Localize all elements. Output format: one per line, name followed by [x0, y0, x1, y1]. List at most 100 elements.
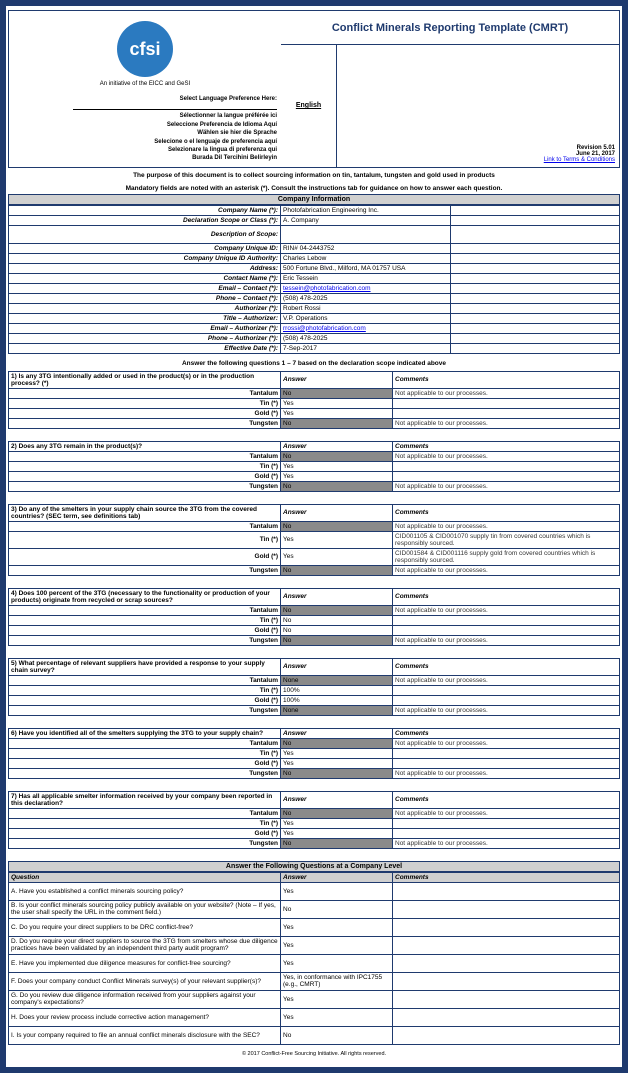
- comment-cell[interactable]: Not applicable to our processes.: [393, 768, 620, 778]
- answer-header: Answer: [281, 588, 393, 605]
- answer-cell[interactable]: Yes: [281, 758, 393, 768]
- info-value[interactable]: (508) 478-2025: [281, 333, 451, 343]
- cq-comment[interactable]: [393, 1026, 620, 1044]
- answer-cell[interactable]: Yes: [281, 471, 393, 481]
- answer-cell[interactable]: 100%: [281, 685, 393, 695]
- cq-comment[interactable]: [393, 990, 620, 1008]
- answer-cell[interactable]: No: [281, 615, 393, 625]
- info-value[interactable]: (508) 478-2025: [281, 293, 451, 303]
- answer-cell[interactable]: No: [281, 838, 393, 848]
- comment-cell[interactable]: [393, 828, 620, 838]
- info-label: Address:: [9, 263, 281, 273]
- cq-answer[interactable]: Yes: [281, 1008, 393, 1026]
- answer-cell[interactable]: 100%: [281, 695, 393, 705]
- answer-cell[interactable]: Yes: [281, 548, 393, 565]
- comment-cell[interactable]: Not applicable to our processes.: [393, 605, 620, 615]
- cq-comment[interactable]: [393, 900, 620, 918]
- cq-comment[interactable]: [393, 1008, 620, 1026]
- comment-cell[interactable]: Not applicable to our processes.: [393, 675, 620, 685]
- comment-cell[interactable]: [393, 408, 620, 418]
- comment-cell[interactable]: [393, 818, 620, 828]
- comment-cell[interactable]: Not applicable to our processes.: [393, 521, 620, 531]
- cq-answer[interactable]: No: [281, 1026, 393, 1044]
- comment-cell[interactable]: Not applicable to our processes.: [393, 738, 620, 748]
- answer-cell[interactable]: Yes: [281, 461, 393, 471]
- answer-cell[interactable]: Yes: [281, 408, 393, 418]
- cq-question: I. Is your company required to file an a…: [9, 1026, 281, 1044]
- comment-cell[interactable]: Not applicable to our processes.: [393, 635, 620, 645]
- comment-cell[interactable]: Not applicable to our processes.: [393, 838, 620, 848]
- comment-cell[interactable]: Not applicable to our processes.: [393, 418, 620, 428]
- info-value[interactable]: 500 Fortune Blvd., Milford, MA 01757 USA: [281, 263, 451, 273]
- answer-cell[interactable]: Yes: [281, 398, 393, 408]
- info-value[interactable]: V.P. Operations: [281, 313, 451, 323]
- comment-cell[interactable]: [393, 625, 620, 635]
- comment-cell[interactable]: [393, 461, 620, 471]
- comment-cell[interactable]: Not applicable to our processes.: [393, 808, 620, 818]
- comment-cell[interactable]: [393, 695, 620, 705]
- cq-comment[interactable]: [393, 972, 620, 990]
- cq-comment[interactable]: [393, 954, 620, 972]
- info-value[interactable]: tessein@photofabrication.com: [281, 283, 451, 293]
- comment-cell[interactable]: Not applicable to our processes.: [393, 705, 620, 715]
- answer-cell[interactable]: No: [281, 808, 393, 818]
- comment-cell[interactable]: [393, 615, 620, 625]
- cq-answer[interactable]: Yes: [281, 882, 393, 900]
- cq-comment[interactable]: [393, 918, 620, 936]
- info-value[interactable]: A. Company: [281, 215, 451, 225]
- answer-cell[interactable]: No: [281, 605, 393, 615]
- answer-cell[interactable]: No: [281, 451, 393, 461]
- comment-cell[interactable]: Not applicable to our processes.: [393, 451, 620, 461]
- metal-label: Tin (*): [9, 615, 281, 625]
- info-value[interactable]: RIN# 04-2443752: [281, 243, 451, 253]
- answer-cell[interactable]: No: [281, 521, 393, 531]
- metal-label: Tin (*): [9, 818, 281, 828]
- answer-cell[interactable]: No: [281, 418, 393, 428]
- info-value[interactable]: 7-Sep-2017: [281, 343, 451, 353]
- answer-cell[interactable]: No: [281, 635, 393, 645]
- answer-header: Answer: [281, 791, 393, 808]
- cq-answer[interactable]: Yes: [281, 954, 393, 972]
- cq-answer[interactable]: Yes: [281, 936, 393, 954]
- info-value[interactable]: Charles Lebow: [281, 253, 451, 263]
- answer-cell[interactable]: None: [281, 675, 393, 685]
- cq-answer[interactable]: Yes, in conformance with IPC1755 (e.g., …: [281, 972, 393, 990]
- cq-comment[interactable]: [393, 882, 620, 900]
- answer-cell[interactable]: Yes: [281, 748, 393, 758]
- answer-cell[interactable]: No: [281, 481, 393, 491]
- comment-cell[interactable]: [393, 685, 620, 695]
- answer-cell[interactable]: No: [281, 738, 393, 748]
- info-extra: [451, 253, 620, 263]
- comment-cell[interactable]: Not applicable to our processes.: [393, 481, 620, 491]
- answer-cell[interactable]: Yes: [281, 818, 393, 828]
- question-title: 6) Have you identified all of the smelte…: [9, 728, 281, 738]
- info-value[interactable]: [281, 225, 451, 243]
- comment-cell[interactable]: CID001584 & CID001116 supply gold from c…: [393, 548, 620, 565]
- terms-link[interactable]: Link to Terms & Conditions: [544, 157, 615, 163]
- info-value[interactable]: Photofabrication Engineering Inc.: [281, 205, 451, 215]
- answer-cell[interactable]: None: [281, 705, 393, 715]
- answer-cell[interactable]: No: [281, 625, 393, 635]
- answer-cell[interactable]: No: [281, 388, 393, 398]
- comment-cell[interactable]: Not applicable to our processes.: [393, 565, 620, 575]
- comment-cell[interactable]: [393, 398, 620, 408]
- comment-cell[interactable]: Not applicable to our processes.: [393, 388, 620, 398]
- comment-cell[interactable]: CID001105 & CID001070 supply tin from co…: [393, 531, 620, 548]
- answer-header: Answer: [281, 504, 393, 521]
- english-box[interactable]: English: [281, 45, 337, 167]
- info-value[interactable]: Robert Rossi: [281, 303, 451, 313]
- answer-cell[interactable]: Yes: [281, 531, 393, 548]
- info-label: Effective Date (*):: [9, 343, 281, 353]
- comment-cell[interactable]: [393, 758, 620, 768]
- cq-comment[interactable]: [393, 936, 620, 954]
- answer-cell[interactable]: Yes: [281, 828, 393, 838]
- answer-cell[interactable]: No: [281, 565, 393, 575]
- answer-cell[interactable]: No: [281, 768, 393, 778]
- info-value[interactable]: rrossi@photofabrication.com: [281, 323, 451, 333]
- comment-cell[interactable]: [393, 471, 620, 481]
- cq-answer[interactable]: Yes: [281, 990, 393, 1008]
- cq-answer[interactable]: Yes: [281, 918, 393, 936]
- comment-cell[interactable]: [393, 748, 620, 758]
- cq-answer[interactable]: No: [281, 900, 393, 918]
- info-value[interactable]: Eric Tessein: [281, 273, 451, 283]
